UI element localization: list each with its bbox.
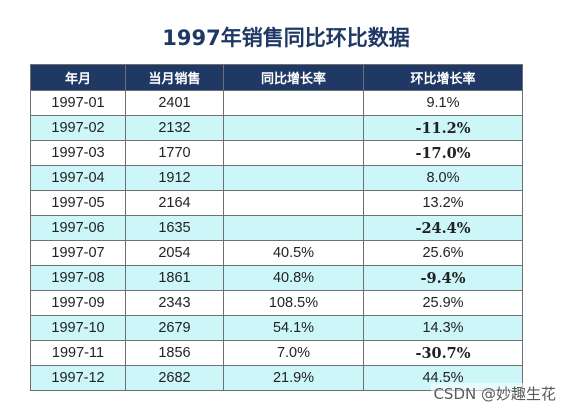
cell-yoy-growth: 40.5%: [223, 240, 364, 266]
table-row: 1997-09 2343 108.5% 25.9%: [30, 290, 523, 316]
cell-mom-growth: 25.9%: [363, 290, 523, 316]
page-title: 1997年销售同比环比数据: [162, 26, 410, 50]
table-row: 1997-06 1635 -24.4%: [30, 215, 523, 241]
cell-month: 1997-08: [30, 265, 126, 291]
cell-month: 1997-05: [30, 190, 126, 216]
cell-sales: 2401: [125, 90, 224, 116]
cell-sales: 1861: [125, 265, 224, 291]
cell-yoy-growth: [223, 90, 364, 116]
cell-mom-growth: -9.4%: [363, 265, 523, 291]
cell-month: 1997-03: [30, 140, 126, 166]
cell-sales: 2054: [125, 240, 224, 266]
cell-yoy-growth: [223, 215, 364, 241]
cell-mom-growth: 8.0%: [363, 165, 523, 191]
cell-mom-growth: 14.3%: [363, 315, 523, 341]
cell-yoy-growth: [223, 190, 364, 216]
cell-month: 1997-06: [30, 215, 126, 241]
cell-yoy-growth: [223, 140, 364, 166]
cell-yoy-growth: [223, 115, 364, 141]
table-row: 1997-04 1912 8.0%: [30, 165, 523, 191]
cell-sales: 1635: [125, 215, 224, 241]
cell-mom-growth: -17.0%: [363, 140, 523, 166]
header-yoy-growth: 同比增长率: [223, 64, 364, 91]
cell-month: 1997-09: [30, 290, 126, 316]
table-row: 1997-08 1861 40.8% -9.4%: [30, 265, 523, 291]
cell-mom-growth: -11.2%: [363, 115, 523, 141]
cell-sales: 1770: [125, 140, 224, 166]
cell-mom-growth: -30.7%: [363, 340, 523, 366]
table-row: 1997-01 2401 9.1%: [30, 90, 523, 116]
cell-sales: 2343: [125, 290, 224, 316]
cell-sales: 2679: [125, 315, 224, 341]
table-row: 1997-05 2164 13.2%: [30, 190, 523, 216]
cell-mom-growth: 25.6%: [363, 240, 523, 266]
cell-sales: 2164: [125, 190, 224, 216]
cell-sales: 1856: [125, 340, 224, 366]
header-monthly-sales: 当月销售: [125, 64, 224, 91]
cell-yoy-growth: 108.5%: [223, 290, 364, 316]
table-row: 1997-10 2679 54.1% 14.3%: [30, 315, 523, 341]
cell-month: 1997-01: [30, 90, 126, 116]
cell-mom-growth: -24.4%: [363, 215, 523, 241]
cell-month: 1997-12: [30, 365, 126, 391]
table-row: 1997-02 2132 -11.2%: [30, 115, 523, 141]
cell-yoy-growth: [223, 165, 364, 191]
cell-sales: 2682: [125, 365, 224, 391]
cell-mom-growth: 9.1%: [363, 90, 523, 116]
cell-yoy-growth: 21.9%: [223, 365, 364, 391]
cell-sales: 1912: [125, 165, 224, 191]
cell-month: 1997-11: [30, 340, 126, 366]
table-row: 1997-03 1770 -17.0%: [30, 140, 523, 166]
header-month: 年月: [30, 64, 126, 91]
cell-month: 1997-04: [30, 165, 126, 191]
sales-table: 年月 当月销售 同比增长率 环比增长率 1997-01 2401 9.1% 1997-…: [30, 64, 523, 391]
cell-yoy-growth: 54.1%: [223, 315, 364, 341]
cell-month: 1997-10: [30, 315, 126, 341]
cell-yoy-growth: 40.8%: [223, 265, 364, 291]
table-row: 1997-11 1856 7.0% -30.7%: [30, 340, 523, 366]
cell-yoy-growth: 7.0%: [223, 340, 364, 366]
table-header-row: 年月 当月销售 同比增长率 环比增长率: [30, 64, 523, 91]
cell-sales: 2132: [125, 115, 224, 141]
cell-mom-growth: 13.2%: [363, 190, 523, 216]
cell-month: 1997-02: [30, 115, 126, 141]
cell-month: 1997-07: [30, 240, 126, 266]
table-row: 1997-07 2054 40.5% 25.6%: [30, 240, 523, 266]
watermark: CSDN @妙趣生花: [431, 383, 558, 404]
header-mom-growth: 环比增长率: [363, 64, 523, 91]
